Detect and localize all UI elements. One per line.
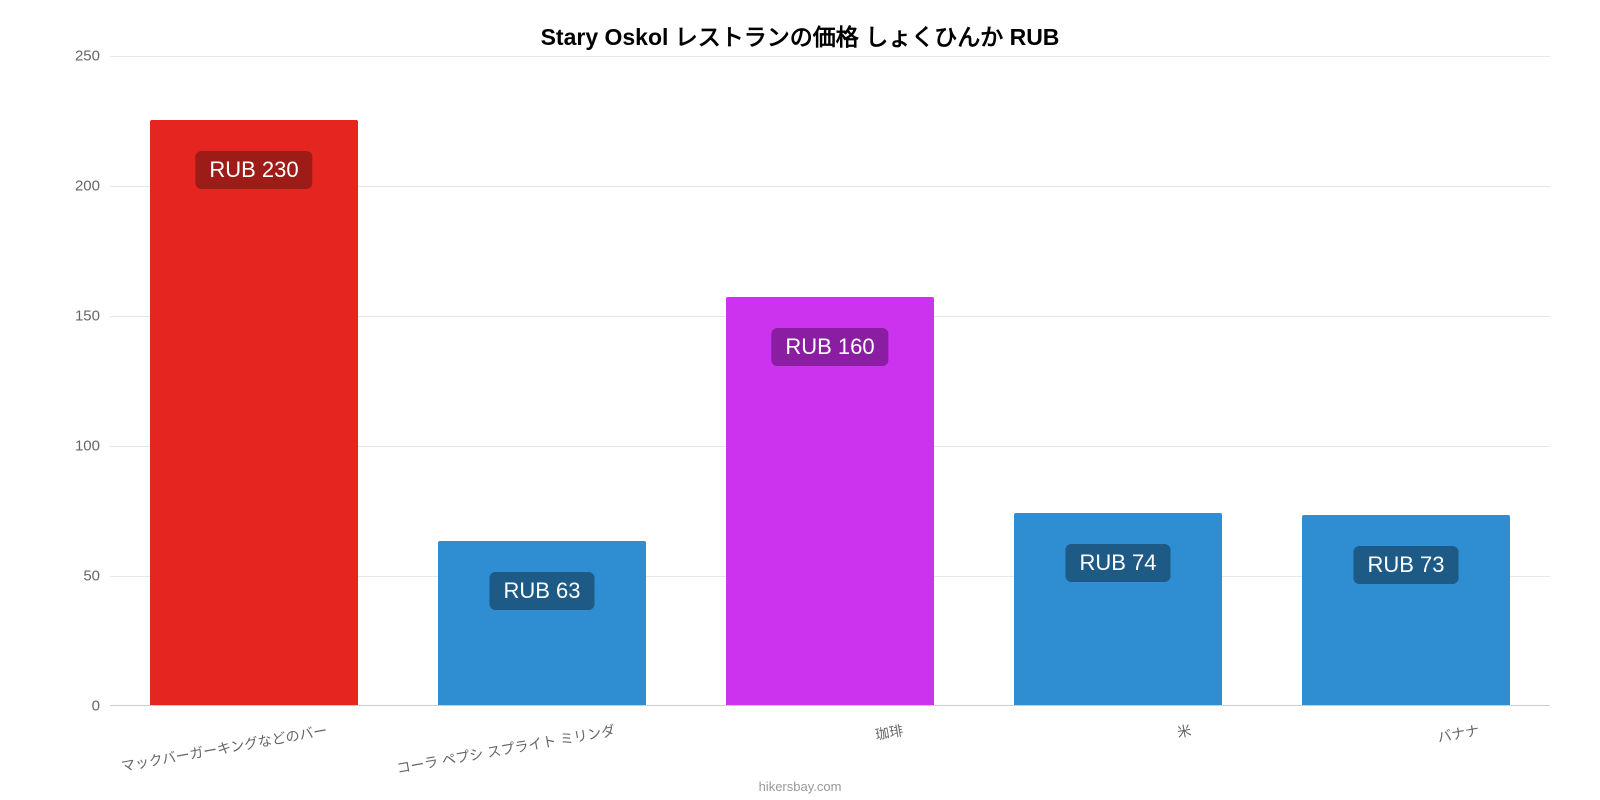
value-badge: RUB 230 (195, 151, 312, 189)
x-category-label: 珈琲 (873, 720, 904, 745)
chart-title: Stary Oskol レストランの価格 しょくひんか RUB (0, 18, 1600, 52)
gridline (110, 56, 1550, 57)
y-tick-label: 0 (40, 698, 100, 715)
bar (1014, 513, 1221, 705)
bar (150, 120, 357, 705)
bar (438, 541, 645, 705)
x-category-label: バナナ (1435, 720, 1480, 747)
attribution: hikersbay.com (0, 779, 1600, 794)
plot-area: RUB 230マックバーガーキングなどのバーRUB 63コーラ ペプシ スプライ… (110, 56, 1550, 706)
value-badge: RUB 73 (1353, 546, 1458, 584)
value-badge: RUB 160 (771, 328, 888, 366)
y-tick-label: 100 (40, 438, 100, 455)
y-tick-label: 250 (40, 48, 100, 65)
value-badge: RUB 63 (489, 572, 594, 610)
x-axis (110, 705, 1550, 706)
chart-container: Stary Oskol レストランの価格 しょくひんか RUB RUB 230マ… (0, 0, 1600, 800)
x-category-label: マックバーガーキングなどのバー (119, 720, 328, 776)
y-tick-label: 150 (40, 308, 100, 325)
y-tick-label: 50 (40, 568, 100, 585)
x-category-label: 米 (1175, 720, 1192, 742)
bar (1302, 515, 1509, 705)
value-badge: RUB 74 (1065, 544, 1170, 582)
y-tick-label: 200 (40, 178, 100, 195)
x-category-label: コーラ ペプシ スプライト ミリンダ (395, 720, 617, 778)
